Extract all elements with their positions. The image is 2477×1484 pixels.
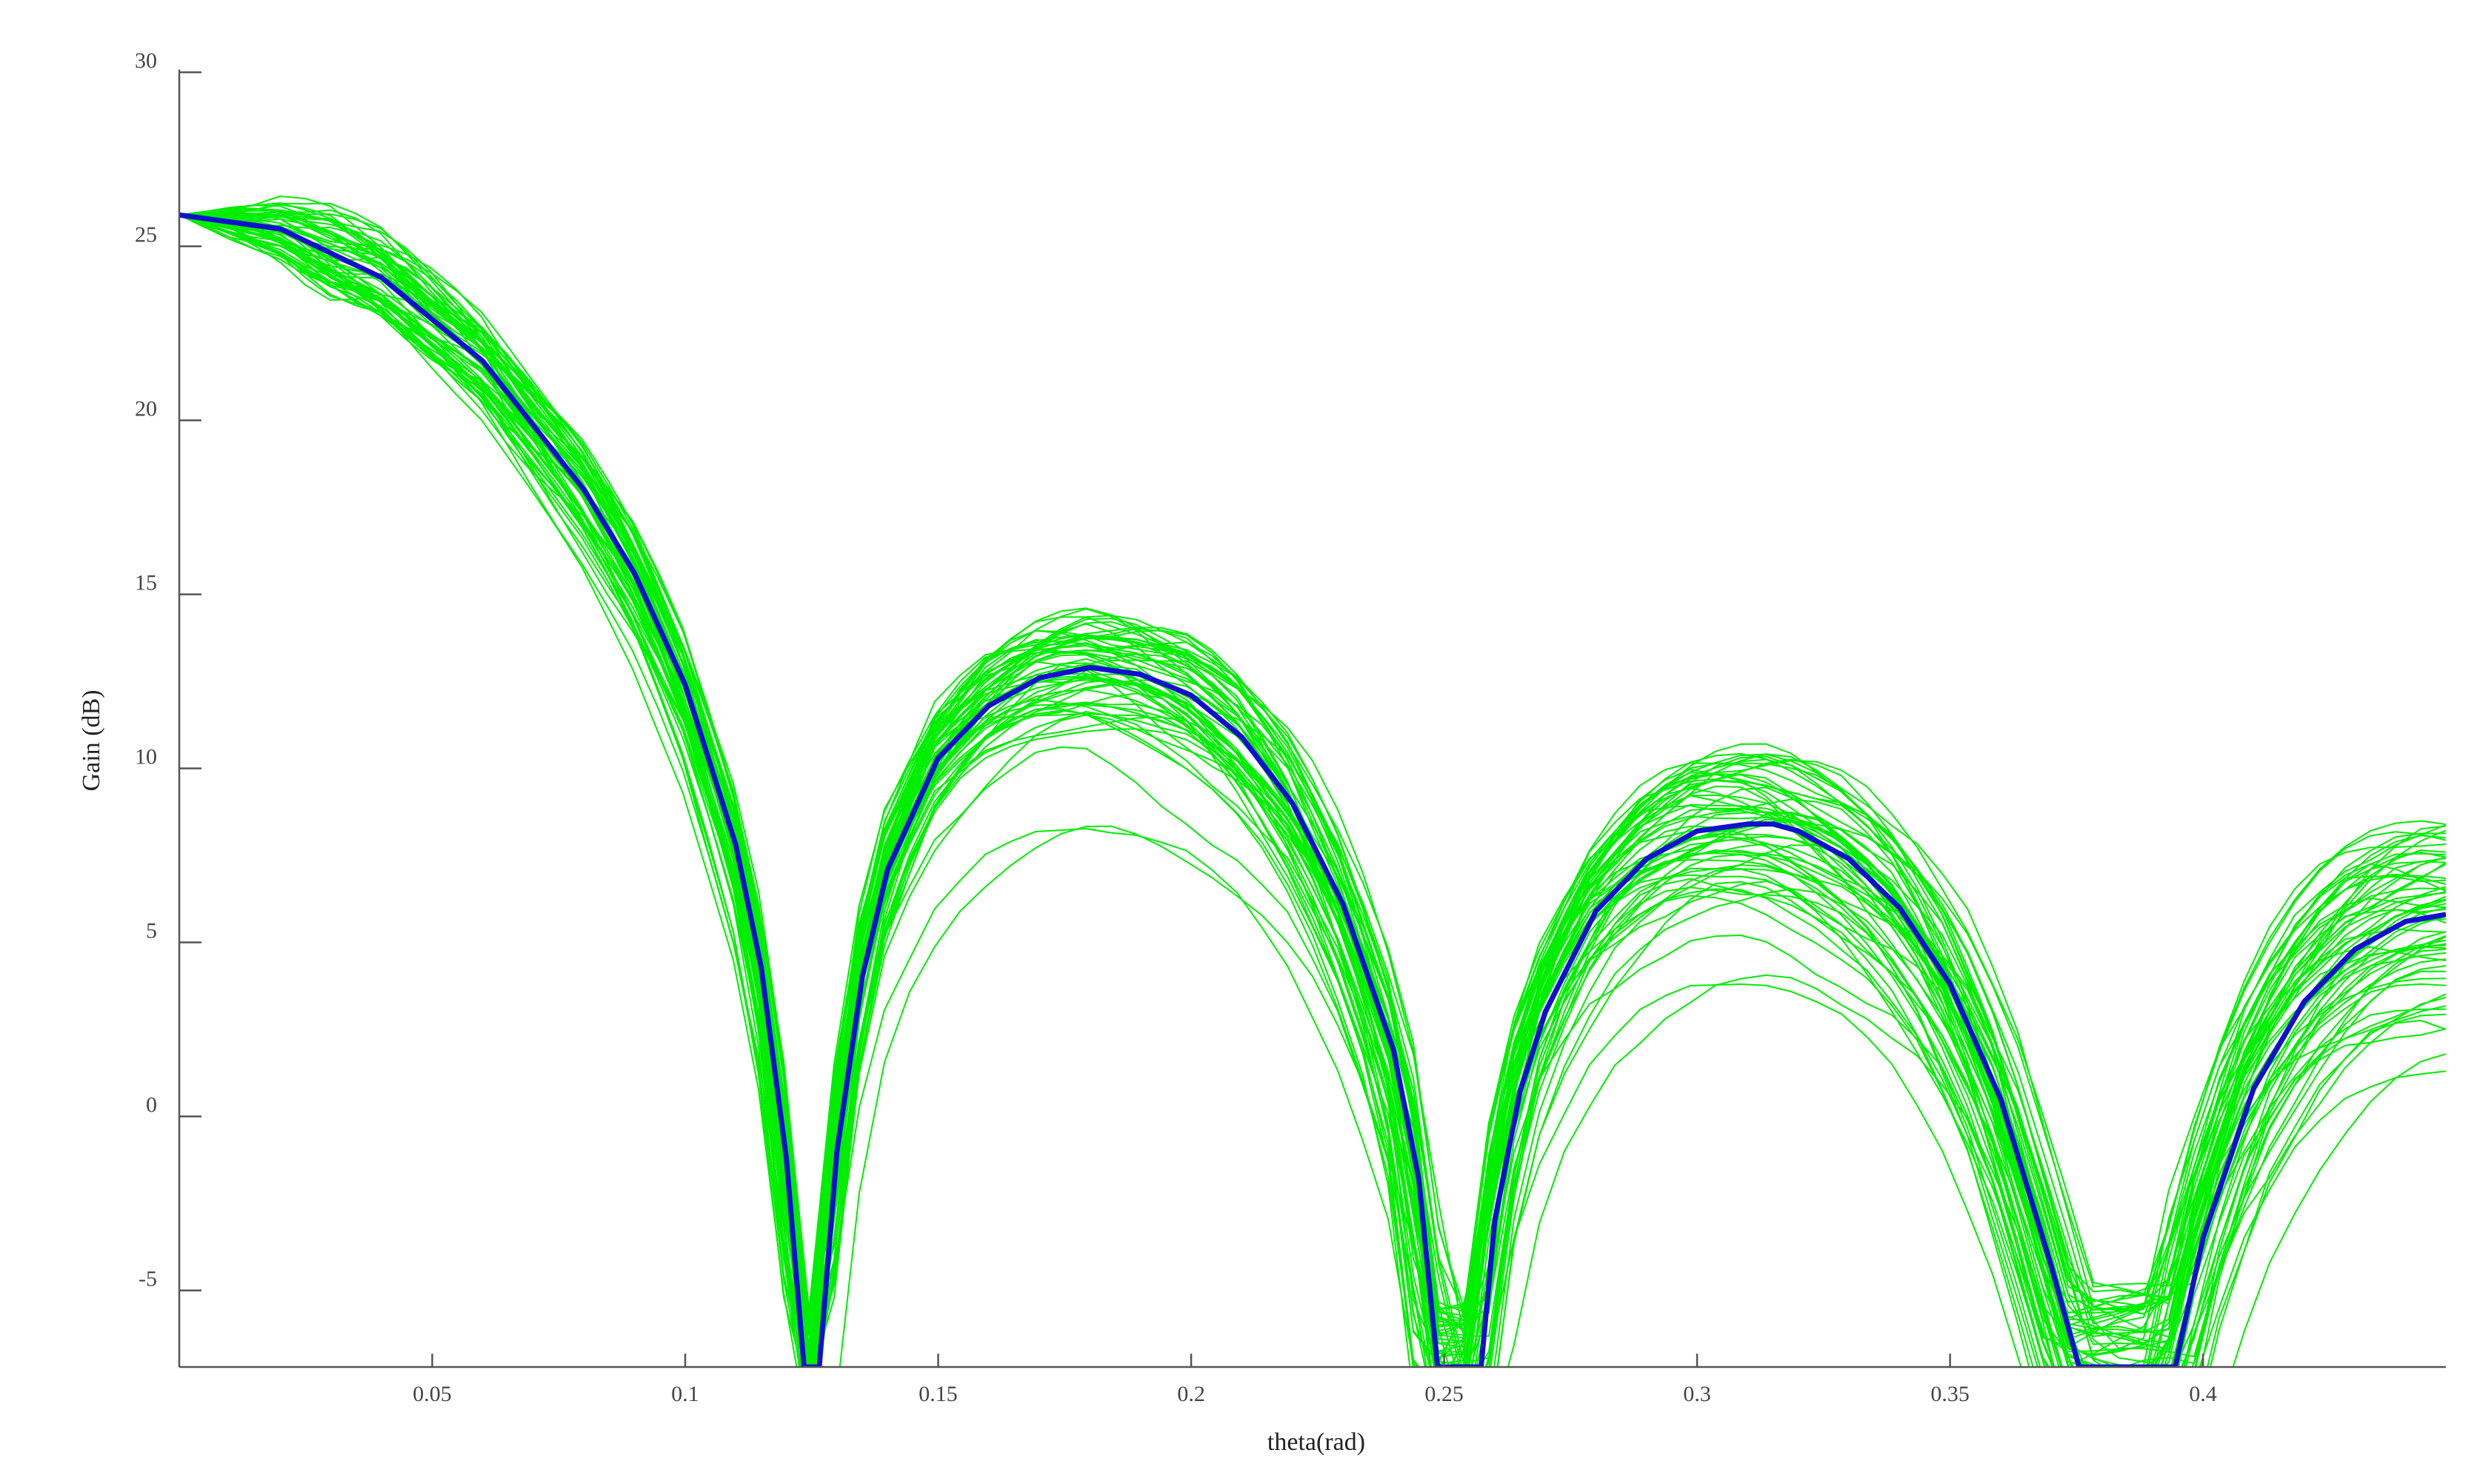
x-tick-label: 0.35 [1930,1382,1970,1406]
x-axis-label: theta(rad) [1267,1428,1365,1456]
axes [178,70,2446,1368]
mc-curve [179,211,2446,1336]
y-tick-label: -5 [139,1267,157,1291]
mc-curve [179,214,2446,1367]
y-tick-label: 30 [135,49,157,73]
mc-curve [179,207,2446,1327]
x-tick-label: 0.3 [1683,1382,1711,1406]
mc-curve [179,214,2446,1367]
mc-curve [179,214,2446,1367]
mc-curve [179,214,2446,1367]
x-tick-label: 0.4 [2189,1382,2217,1406]
mc-curve [179,213,2446,1349]
mc-curve [179,204,2446,1357]
y-tick-label: 0 [146,1093,157,1117]
y-tick-label: 25 [135,223,157,247]
mc-curve [179,214,2446,1367]
monte-carlo-curves [179,195,2446,1367]
y-tick-label: 5 [146,919,157,943]
mc-curve [179,214,2446,1367]
mc-curve [179,204,2446,1321]
nominal-curve-group [179,212,2446,1367]
x-tick-label: 0.1 [671,1382,699,1406]
x-tick-label: 0.15 [919,1382,958,1406]
mc-curve [179,202,2446,1367]
mc-curve [179,214,2446,1367]
x-tick-label: 0.2 [1177,1382,1205,1406]
mc-curve [179,214,2446,1367]
x-tick-label: 0.25 [1424,1382,1464,1406]
mc-curve [179,214,2446,1367]
y-tick-label: 20 [135,397,157,421]
y-tick-label: 15 [135,571,157,595]
nominal-gain-curve [179,212,2446,1367]
mc-curve [179,210,2446,1367]
x-axis-ticks: 0.05 0.1 0.15 0.2 0.25 0.3 0.35 0.4 [413,1354,2217,1406]
y-axis-label: Gain (dB) [78,690,105,792]
mc-curve [179,214,2446,1367]
y-axis-ticks: -5 0 5 10 15 20 25 30 [135,49,201,1291]
mc-curve [179,214,2446,1367]
y-tick-label: 10 [135,745,157,769]
mc-curve [179,195,2446,1321]
x-tick-label: 0.05 [413,1382,452,1406]
mc-curve [179,214,2446,1367]
mc-curve [179,210,2446,1330]
mc-curve [179,214,2446,1367]
